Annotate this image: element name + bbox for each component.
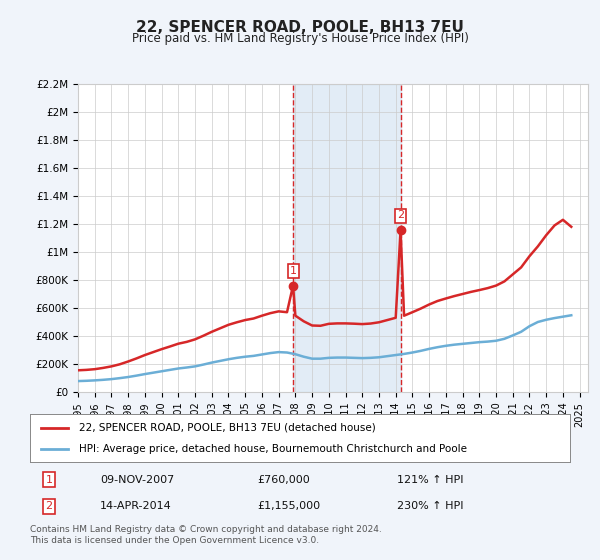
Text: 1: 1 xyxy=(290,266,296,276)
Bar xyxy=(293,84,401,392)
Text: 22, SPENCER ROAD, POOLE, BH13 7EU (detached house): 22, SPENCER ROAD, POOLE, BH13 7EU (detac… xyxy=(79,423,376,433)
Text: 09-NOV-2007: 09-NOV-2007 xyxy=(100,475,175,485)
Text: 230% ↑ HPI: 230% ↑ HPI xyxy=(397,501,464,511)
Text: 1: 1 xyxy=(46,475,52,485)
Text: Price paid vs. HM Land Registry's House Price Index (HPI): Price paid vs. HM Land Registry's House … xyxy=(131,32,469,45)
Text: £1,155,000: £1,155,000 xyxy=(257,501,320,511)
Text: 22, SPENCER ROAD, POOLE, BH13 7EU: 22, SPENCER ROAD, POOLE, BH13 7EU xyxy=(136,20,464,35)
Text: Contains HM Land Registry data © Crown copyright and database right 2024.
This d: Contains HM Land Registry data © Crown c… xyxy=(30,525,382,545)
Text: HPI: Average price, detached house, Bournemouth Christchurch and Poole: HPI: Average price, detached house, Bour… xyxy=(79,444,467,454)
Text: £760,000: £760,000 xyxy=(257,475,310,485)
Text: 121% ↑ HPI: 121% ↑ HPI xyxy=(397,475,464,485)
Text: 14-APR-2014: 14-APR-2014 xyxy=(100,501,172,511)
Text: 2: 2 xyxy=(46,501,52,511)
Text: 2: 2 xyxy=(397,211,404,221)
